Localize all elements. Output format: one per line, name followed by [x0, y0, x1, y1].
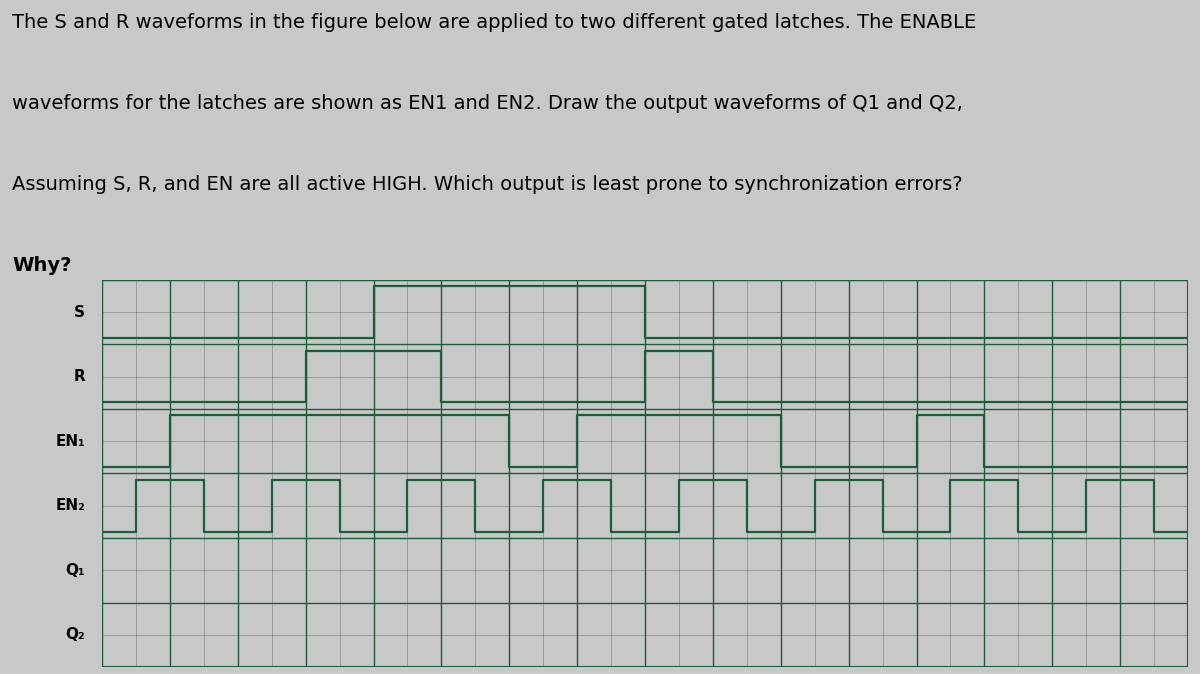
Text: EN₂: EN₂ [55, 498, 85, 514]
Text: R: R [73, 369, 85, 384]
Text: Why?: Why? [12, 256, 72, 275]
Text: waveforms for the latches are shown as EN1 and EN2. Draw the output waveforms of: waveforms for the latches are shown as E… [12, 94, 962, 113]
Text: The S and R waveforms in the figure below are applied to two different gated lat: The S and R waveforms in the figure belo… [12, 13, 977, 32]
Text: Q₁: Q₁ [66, 563, 85, 578]
Text: EN₁: EN₁ [55, 433, 85, 449]
Text: Assuming S, R, and EN are all active HIGH. Which output is least prone to synchr: Assuming S, R, and EN are all active HIG… [12, 175, 962, 194]
Text: Q₂: Q₂ [66, 627, 85, 642]
Text: S: S [74, 305, 85, 319]
